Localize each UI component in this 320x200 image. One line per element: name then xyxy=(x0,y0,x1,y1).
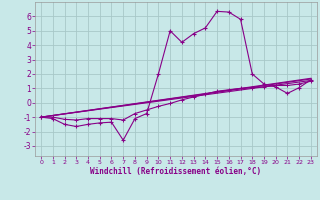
X-axis label: Windchill (Refroidissement éolien,°C): Windchill (Refroidissement éolien,°C) xyxy=(91,167,261,176)
